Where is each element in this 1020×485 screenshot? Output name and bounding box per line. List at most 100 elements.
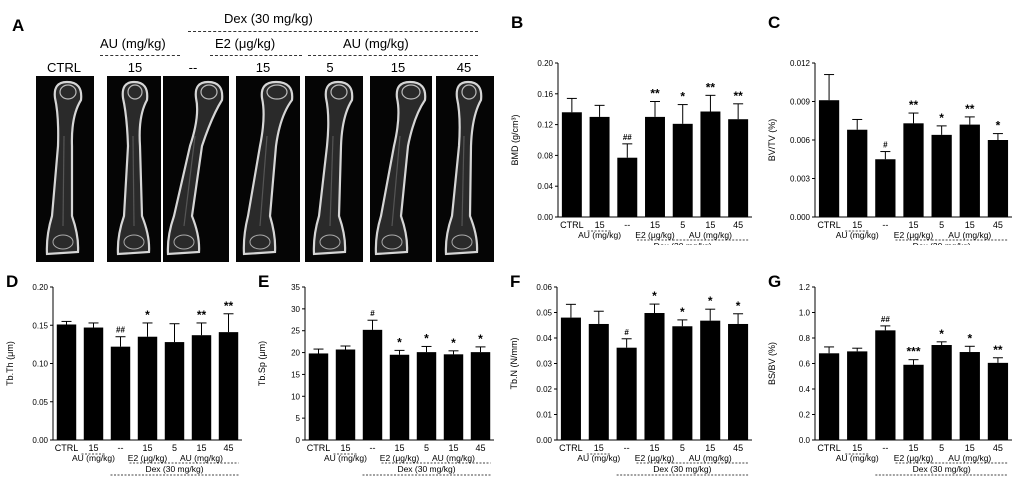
group-label-e2: E2 (μg/kg) <box>894 230 934 240</box>
category-label-5: 15 <box>705 443 715 453</box>
category-label-5: 15 <box>705 220 715 230</box>
significance-5: * <box>708 294 713 308</box>
bar-3 <box>389 354 410 440</box>
y-tick-label: 0.06 <box>536 283 552 292</box>
category-label-6: 45 <box>475 443 485 453</box>
y-tick-label: 0.12 <box>537 121 553 130</box>
panel-d-chart: D 0.00 0.05 0.10 0.15 0.20 Tb.Th (μm) CTRL 15 ## -… <box>5 272 242 476</box>
y-tick-label: 35 <box>291 283 300 292</box>
y-tick-label: 0.003 <box>790 175 811 184</box>
panel-c-chart: C 0.000 0.003 0.006 0.009 0.012 BV/TV (%) CTRL 1… <box>767 13 1012 245</box>
significance-5: ** <box>706 80 716 94</box>
au-header-right-line <box>308 55 478 56</box>
au-header-left-line <box>100 55 180 56</box>
y-tick-label: 0.10 <box>32 360 48 369</box>
group-label-au5: 5 <box>326 60 334 75</box>
category-label-6: 45 <box>733 220 743 230</box>
significance-6: * <box>736 299 741 313</box>
significance-2: ## <box>116 326 125 335</box>
category-label-0: CTRL <box>560 220 584 230</box>
dex-header: Dex (30 mg/kg) <box>224 11 313 26</box>
category-label-2: -- <box>882 443 888 453</box>
y-tick-label: 0.2 <box>799 411 811 420</box>
bar-1 <box>847 129 868 217</box>
bar-5 <box>959 352 980 440</box>
group-label-au: AU (mg/kg) <box>577 453 620 463</box>
category-label-4: 5 <box>680 220 685 230</box>
y-axis-label: Tb.Th (μm) <box>5 341 15 386</box>
group-label-au: AU (mg/kg) <box>578 230 621 240</box>
bar-6 <box>470 352 491 440</box>
panel-a: A Dex (30 mg/kg) AU (mg/kg) E2 (μg/kg) A… <box>0 0 500 265</box>
y-tick-label: 0.16 <box>537 90 553 99</box>
panel-letter-d: D <box>6 272 18 291</box>
group-label-au15: 15 <box>127 60 143 75</box>
category-label-0: CTRL <box>55 443 79 453</box>
group-label-au2: AU (mg/kg) <box>689 230 732 240</box>
bar-4 <box>672 326 693 440</box>
category-label-4: 5 <box>680 443 685 453</box>
y-tick-label: 0.15 <box>32 321 48 330</box>
category-label-2: -- <box>370 443 376 453</box>
y-tick-label: 0.009 <box>790 98 811 107</box>
y-tick-label: 1.0 <box>799 309 811 318</box>
bar-6 <box>987 362 1009 440</box>
y-tick-label: 0.05 <box>32 398 48 407</box>
significance-4: * <box>680 305 685 319</box>
femur-image-au15b <box>370 76 432 262</box>
category-label-5: 15 <box>965 220 975 230</box>
category-label-6: 45 <box>993 443 1003 453</box>
category-label-0: CTRL <box>817 443 841 453</box>
bar-2 <box>875 330 896 440</box>
bar-1 <box>83 327 104 440</box>
category-label-4: 5 <box>939 443 944 453</box>
group-label-au: AU (mg/kg) <box>836 230 879 240</box>
panel-letter-b: B <box>511 13 523 32</box>
category-label-3: 15 <box>649 443 659 453</box>
y-tick-label: 0.04 <box>536 334 552 343</box>
bar-1 <box>335 349 356 440</box>
group-label-e2: E2 (μg/kg) <box>128 453 168 463</box>
significance-2: ## <box>623 133 632 142</box>
category-label-6: 45 <box>993 220 1003 230</box>
y-tick-label: 0.006 <box>790 136 811 145</box>
bar-0 <box>818 353 840 440</box>
bar-4 <box>416 352 437 440</box>
category-label-2: -- <box>882 220 888 230</box>
significance-2: # <box>370 309 375 318</box>
y-tick-label: 0.6 <box>799 360 811 369</box>
y-tick-label: 15 <box>291 370 300 379</box>
y-tick-label: 0.0 <box>799 436 811 445</box>
femur-image-e2-15 <box>236 76 300 262</box>
group-label-au: AU (mg/kg) <box>72 453 115 463</box>
bar-0 <box>308 353 329 440</box>
group-label-dex: Dex (30 mg/kg) <box>913 241 971 245</box>
category-label-5: 15 <box>448 443 458 453</box>
y-tick-label: 0.20 <box>32 283 48 292</box>
category-label-3: 15 <box>908 443 918 453</box>
y-tick-label: 0.04 <box>537 182 553 191</box>
significance-6: ** <box>993 343 1003 357</box>
panel-letter-g: G <box>768 272 781 291</box>
group-label-e2: E2 (μg/kg) <box>635 230 675 240</box>
significance-4: * <box>680 90 685 104</box>
significance-4: * <box>939 327 944 341</box>
group-label-au2: AU (mg/kg) <box>948 453 991 463</box>
significance-3: ** <box>650 87 660 101</box>
significance-5: ** <box>197 308 207 322</box>
group-label-dex: Dex (30 mg/kg) <box>397 464 455 474</box>
y-tick-label: 20 <box>291 349 300 358</box>
category-label-4: 5 <box>939 220 944 230</box>
category-label-0: CTRL <box>817 220 841 230</box>
category-label-4: 5 <box>172 443 177 453</box>
dex-header-line <box>188 31 478 32</box>
significance-3: * <box>145 308 150 322</box>
bar-3 <box>645 116 665 217</box>
y-tick-label: 0.05 <box>536 309 552 318</box>
bar-5 <box>443 354 464 440</box>
significance-5: * <box>967 331 972 345</box>
femur-image-ctrl <box>36 76 94 262</box>
bar-5 <box>700 111 721 217</box>
group-label-au2: AU (mg/kg) <box>432 453 475 463</box>
